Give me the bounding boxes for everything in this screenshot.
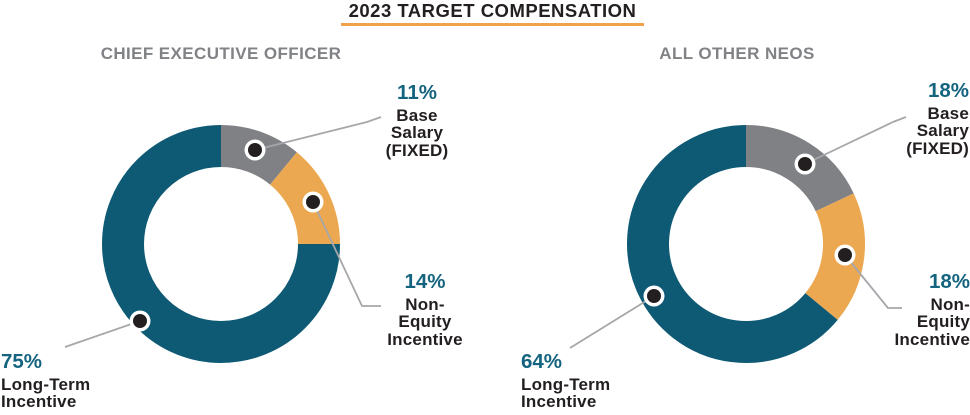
callout-ceo-base-salary: 11% Base Salary (FIXED) bbox=[337, 81, 497, 160]
callout-percentage: 14% bbox=[404, 270, 446, 293]
callout-label: Non- Equity Incentive bbox=[387, 294, 463, 349]
ceo-slice-long-term-incentive bbox=[102, 125, 340, 363]
neos-leader-line-non-equity-incentive bbox=[844, 254, 902, 309]
ceo-marker-dot-long-term-incentive bbox=[133, 314, 147, 328]
callout-neos-base-salary: 18% Base Salary (FIXED) bbox=[906, 79, 969, 158]
callout-percentage: 18% bbox=[928, 270, 970, 293]
neos-leader-line-long-term-incentive bbox=[569, 295, 655, 349]
callout-percentage: 75% bbox=[1, 350, 43, 373]
neos-slice-long-term-incentive bbox=[627, 125, 838, 363]
neos-marker-dot-long-term-incentive bbox=[647, 289, 661, 303]
callout-neos-non-equity-incentive: 18% Non- Equity Incentive bbox=[894, 270, 970, 349]
neos-slice-base-salary bbox=[745, 125, 854, 212]
callout-percentage: 64% bbox=[521, 350, 563, 373]
callout-label: Long-Term Incentive bbox=[1, 374, 91, 411]
ceo-leader-line-base-salary bbox=[254, 116, 382, 151]
callout-ceo-non-equity-incentive: 14% Non- Equity Incentive bbox=[345, 270, 505, 349]
callout-label: Base Salary (FIXED) bbox=[906, 103, 969, 158]
callout-percentage: 11% bbox=[397, 81, 437, 104]
neos-marker-dot-base-salary bbox=[798, 157, 812, 171]
ceo-marker-dot-base-salary bbox=[248, 143, 262, 157]
donut-chart-neos bbox=[569, 116, 907, 363]
callout-ceo-long-term-incentive: 75% Long-Term Incentive bbox=[1, 350, 91, 411]
callout-neos-long-term-incentive: 64% Long-Term Incentive bbox=[521, 350, 611, 411]
ceo-leader-line-long-term-incentive bbox=[64, 320, 141, 348]
neos-leader-line-base-salary bbox=[804, 116, 907, 165]
chart-header-ceo: CHIEF EXECUTIVE OFFICER bbox=[100, 44, 342, 63]
ceo-leader-line-non-equity-incentive bbox=[312, 201, 381, 307]
neos-marker-dot-non-equity-incentive bbox=[838, 248, 852, 262]
chart-header-neos: ALL OTHER NEOS bbox=[659, 44, 815, 63]
ceo-marker-dot-non-equity-incentive bbox=[306, 195, 320, 209]
callout-label: Base Salary (FIXED) bbox=[385, 105, 449, 160]
callout-label: Long-Term Incentive bbox=[521, 374, 611, 411]
donut-chart-ceo bbox=[64, 116, 382, 363]
page-title-wrap: 2023 TARGET COMPENSATION bbox=[15, 1, 970, 27]
callout-label: Non- Equity Incentive bbox=[894, 294, 970, 349]
callout-percentage: 18% bbox=[927, 79, 969, 102]
page-title: 2023 TARGET COMPENSATION bbox=[340, 1, 645, 27]
